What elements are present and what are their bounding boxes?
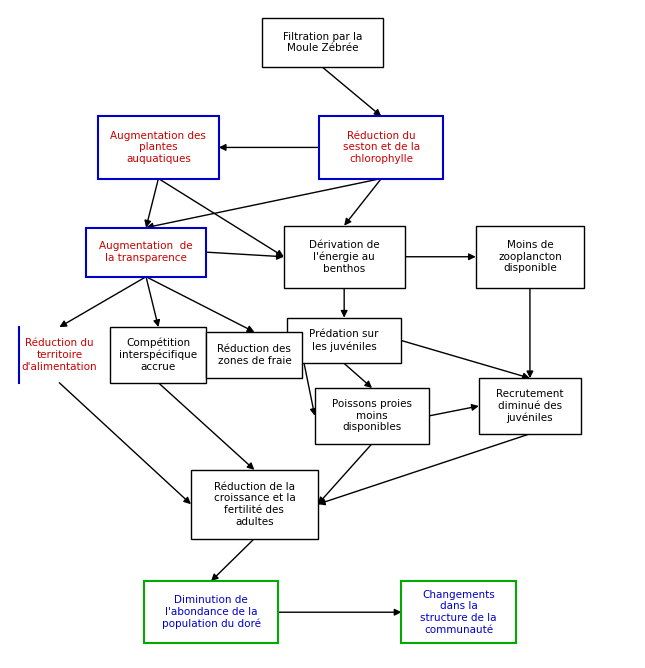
FancyBboxPatch shape <box>191 470 318 538</box>
FancyBboxPatch shape <box>98 116 219 178</box>
FancyBboxPatch shape <box>262 18 383 67</box>
FancyBboxPatch shape <box>319 116 443 178</box>
FancyBboxPatch shape <box>401 581 516 643</box>
FancyBboxPatch shape <box>476 226 584 288</box>
FancyBboxPatch shape <box>287 318 401 363</box>
Text: Compétition
interspécifique
accrue: Compétition interspécifique accrue <box>119 338 197 372</box>
Text: Réduction du
territoire
d'alimentation: Réduction du territoire d'alimentation <box>21 339 97 371</box>
Text: Augmentation des
plantes
auquatiques: Augmentation des plantes auquatiques <box>110 131 206 164</box>
Text: Changements
dans la
structure de la
communauté: Changements dans la structure de la comm… <box>421 590 497 635</box>
Text: Recrutement
diminué des
juvéniles: Recrutement diminué des juvéniles <box>496 389 564 423</box>
Text: Diminution de
l'abondance de la
population du doré: Diminution de l'abondance de la populati… <box>161 595 261 629</box>
Text: Prédation sur
les juvéniles: Prédation sur les juvéniles <box>310 329 379 351</box>
Text: Augmentation  de
la transparence: Augmentation de la transparence <box>99 241 193 263</box>
Text: Filtration par la
Moule Zébrée: Filtration par la Moule Zébrée <box>283 32 362 53</box>
FancyBboxPatch shape <box>86 228 206 277</box>
FancyBboxPatch shape <box>315 388 430 444</box>
FancyBboxPatch shape <box>206 332 303 378</box>
FancyBboxPatch shape <box>479 378 581 434</box>
FancyBboxPatch shape <box>144 581 277 643</box>
FancyBboxPatch shape <box>110 327 206 383</box>
FancyBboxPatch shape <box>284 226 404 288</box>
Text: Réduction des
zones de fraie: Réduction des zones de fraie <box>217 344 292 366</box>
Text: Réduction du
seston et de la
chlorophylle: Réduction du seston et de la chlorophyll… <box>342 131 420 164</box>
Text: Dérivation de
l'énergie au
benthos: Dérivation de l'énergie au benthos <box>309 240 379 274</box>
Text: Réduction de la
croissance et la
fertilité des
adultes: Réduction de la croissance et la fertili… <box>213 482 295 526</box>
Text: Moins de
zooplancton
disponible: Moins de zooplancton disponible <box>498 240 562 273</box>
Text: Poissons proies
moins
disponibles: Poissons proies moins disponibles <box>332 399 412 432</box>
